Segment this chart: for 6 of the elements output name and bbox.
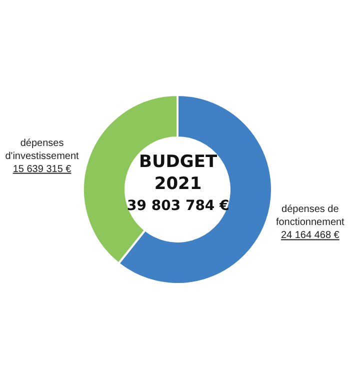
text: BUDGET 2021 <box>139 152 218 194</box>
text: 39 803 784 € <box>127 198 230 214</box>
data-label: 24 164 468 € <box>280 230 340 242</box>
data-label: 15 639 315 € <box>12 164 72 175</box>
slice-label: dépenses d'investissement <box>5 138 80 162</box>
slice-label: dépenses de fonctionnement <box>276 204 345 228</box>
